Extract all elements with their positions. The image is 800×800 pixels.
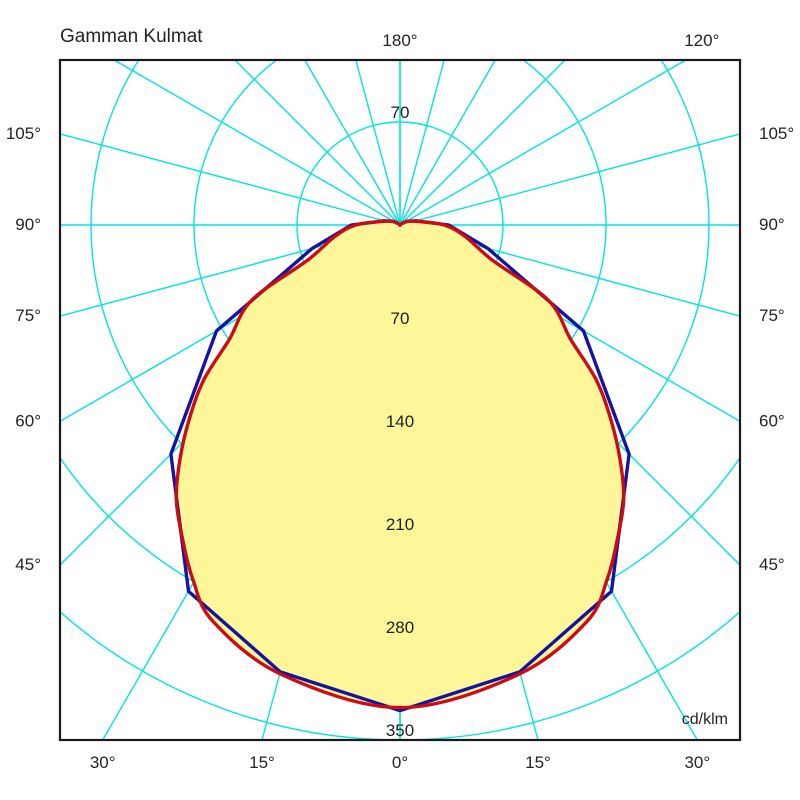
svg-text:180°: 180°: [382, 31, 417, 50]
svg-text:30°: 30°: [90, 753, 116, 772]
svg-text:30°: 30°: [684, 753, 710, 772]
svg-text:70: 70: [391, 309, 410, 328]
svg-text:60°: 60°: [759, 411, 785, 430]
svg-text:350: 350: [386, 721, 414, 740]
svg-text:105°: 105°: [759, 124, 794, 143]
svg-text:210: 210: [386, 515, 414, 534]
svg-text:15°: 15°: [249, 753, 275, 772]
svg-text:70: 70: [391, 103, 410, 122]
svg-text:140: 140: [386, 412, 414, 431]
svg-text:105°: 105°: [6, 124, 41, 143]
svg-text:120°: 120°: [684, 31, 719, 50]
svg-text:0°: 0°: [392, 753, 408, 772]
svg-text:90°: 90°: [759, 215, 785, 234]
svg-text:45°: 45°: [15, 555, 41, 574]
svg-text:45°: 45°: [759, 555, 785, 574]
svg-text:280: 280: [386, 618, 414, 637]
svg-text:60°: 60°: [15, 411, 41, 430]
svg-text:Gamman Kulmat: Gamman Kulmat: [60, 26, 203, 47]
svg-text:15°: 15°: [525, 753, 551, 772]
svg-text:90°: 90°: [15, 215, 41, 234]
svg-text:75°: 75°: [15, 306, 41, 325]
svg-text:75°: 75°: [759, 306, 785, 325]
svg-text:cd/klm: cd/klm: [682, 711, 728, 728]
